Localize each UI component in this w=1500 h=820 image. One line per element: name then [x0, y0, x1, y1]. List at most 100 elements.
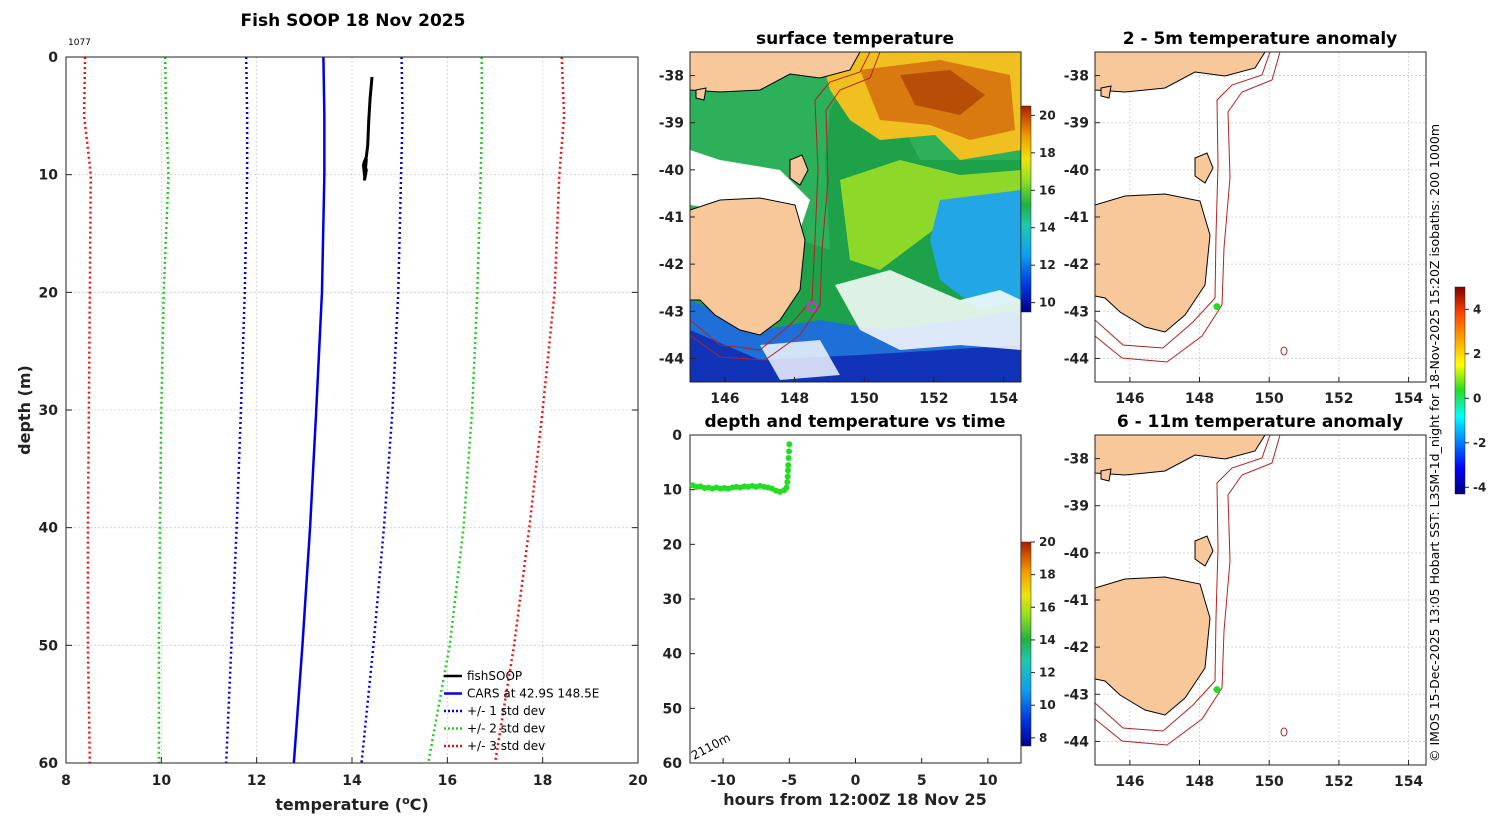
anomaly-lower-isobath-1000: [1095, 435, 1281, 746]
profile-ytick-label: 10: [39, 168, 59, 184]
map-xtick-label: 146: [710, 391, 739, 407]
time-depth-ticks: -10 -5 0 5 10 0 10 20 30 40 50 60: [663, 428, 998, 789]
time-xtick-label: -5: [782, 773, 798, 789]
map-ytick-label: -44: [659, 351, 685, 367]
map-ytick-label: -44: [1064, 734, 1090, 750]
time-depth-point: [784, 473, 791, 480]
map-xtick-label: 150: [1255, 391, 1284, 407]
map-ytick-label: -44: [1064, 351, 1090, 367]
anomaly-colorbar: [1454, 286, 1466, 495]
time-ytick-label: 40: [663, 647, 683, 663]
time-depth-point: [786, 448, 793, 455]
colorbar-tick-label: 4: [1473, 302, 1481, 316]
anomaly-lower-land-king-island: [1100, 468, 1112, 482]
anomaly-lower-station-marker: [1213, 686, 1221, 694]
profile-ytick-label: 60: [39, 756, 59, 772]
colorbar-tick-label: -2: [1473, 436, 1486, 450]
profile-xtick-label: 20: [628, 773, 648, 789]
time-depth-colorbar: [1020, 541, 1032, 747]
profile-xtick-label: 12: [247, 773, 266, 789]
profile-series-4-upper: [493, 56, 566, 764]
time-xtick-label: 0: [851, 773, 861, 789]
profile-xtick-label: 16: [438, 773, 457, 789]
anomaly-map-lower-panel: 6 - 11m temperature anomaly 146 148 150 152…: [1064, 412, 1427, 790]
colorbar-tick-label: 14: [1039, 221, 1056, 235]
colorbar-tick-label: 12: [1039, 666, 1056, 680]
legend-label-0: fishSOOP: [467, 669, 522, 683]
time-depth-bottom-depth: 2110m: [689, 730, 733, 762]
sst-land-flinders: [789, 154, 809, 186]
sst-map-title: surface temperature: [756, 29, 954, 49]
anomaly-lower-land-flinders: [1194, 535, 1214, 567]
legend-label-4: +/- 3 std dev: [467, 739, 545, 753]
anomaly-lower-ticks: 146 148 150 152 154 -38 -39 -40 -41 -42 -43 -44: [1064, 452, 1424, 790]
time-ytick-label: 0: [672, 428, 682, 444]
map-ytick-label: -39: [1064, 116, 1089, 132]
anomaly-upper-ticks: 146 148 150 152 154 -38 -39 -40 -41 -42 -43 -44: [1064, 69, 1424, 407]
time-depth-xlabel: hours from 12:00Z 18 Nov 25: [723, 790, 986, 809]
map-ytick-label: -40: [1064, 163, 1090, 179]
profile-xlabel: temperature (oC): [275, 794, 428, 814]
map-xtick-label: 152: [919, 391, 948, 407]
anomaly-upper-isobath-1000: [1095, 52, 1281, 363]
time-depth-points: [689, 441, 793, 495]
colorbar-tick-label: 18: [1039, 146, 1056, 160]
sst-land-king-island: [695, 87, 707, 101]
anomaly-upper-station-marker: [1213, 303, 1221, 311]
sst-station-marker: [806, 301, 818, 313]
profile-panel: Fish SOOP 18 Nov 2025 1077 8 10 12 14 16 18 20…: [15, 11, 648, 814]
sst-map-field: [690, 52, 1021, 382]
map-xtick-label: 152: [1324, 774, 1353, 790]
anomaly-upper-seamount: [1280, 346, 1288, 356]
map-xtick-label: 154: [1394, 391, 1423, 407]
sst-colorbar-ticks: 10 12 14 16 18 20: [1031, 108, 1056, 310]
anomaly-upper-isobath-200: [1095, 52, 1271, 349]
profile-ytick-label: 30: [39, 403, 59, 419]
map-ytick-label: -38: [1064, 452, 1089, 468]
anomaly-lower-seamount: [1280, 727, 1288, 737]
side-caption: © IMOS 15-Dec-2025 13:05 Hobart SST: L3S…: [1427, 124, 1442, 762]
time-depth-point: [784, 467, 791, 474]
map-ytick-label: -42: [1064, 257, 1089, 273]
colorbar-tick-label: 20: [1039, 108, 1056, 122]
colorbar-tick-label: 18: [1039, 568, 1056, 582]
map-xtick-label: 150: [850, 391, 879, 407]
anomaly-lower-isobath-200: [1095, 435, 1271, 732]
map-ytick-label: -42: [1064, 640, 1089, 656]
profile-series: [82, 56, 566, 764]
profile-corner-label: 1077: [68, 38, 91, 48]
sst-colorbar: [1020, 105, 1032, 313]
profile-grid: [65, 56, 639, 764]
sst-southern-deep-blue: [690, 330, 1021, 382]
colorbar-tick-label: -4: [1473, 480, 1486, 494]
profile-legend: fishSOOP CARS at 42.9S 148.5E +/- 1 std de…: [444, 669, 599, 753]
profile-ticks: 8 10 12 14 16 18 20 0 10 20 30 40 50 60: [39, 50, 648, 789]
map-xtick-label: 154: [1394, 774, 1423, 790]
profile-ytick-label: 50: [39, 638, 59, 654]
sst-map-panel: surface temperature 146 148 150 152 154 -38 -3…: [659, 29, 1056, 407]
colorbar-tick-label: 8: [1039, 731, 1047, 745]
map-xtick-label: 152: [1324, 391, 1353, 407]
time-xtick-label: 10: [978, 773, 998, 789]
time-depth-panel: depth and temperature vs time -10 -5 0 5 10 0…: [663, 412, 1056, 809]
colorbar-tick-label: 0: [1473, 391, 1481, 405]
time-xtick-label: -10: [710, 773, 736, 789]
anomaly-upper-land-flinders: [1194, 152, 1214, 184]
profile-ylabel: depth (m): [15, 365, 34, 455]
colorbar-tick-label: 12: [1039, 258, 1056, 272]
anomaly-colorbar-ticks: 4 2 0 -2 -4: [1465, 302, 1486, 494]
sst-map-ticks: 146 148 150 152 154 -38 -39 -40 -41 -42 -43 -44: [659, 69, 1019, 407]
time-depth-axes-box: [689, 434, 1022, 764]
map-xtick-label: 148: [780, 391, 809, 407]
map-ytick-label: -43: [1064, 304, 1089, 320]
legend-label-3: +/- 2 std dev: [467, 722, 545, 736]
profile-ytick-label: 20: [39, 285, 59, 301]
map-ytick-label: -41: [659, 210, 684, 226]
anomaly-upper-field: [1095, 52, 1426, 382]
map-ytick-label: -41: [1064, 593, 1089, 609]
anomaly-upper-land-tasmania: [1095, 193, 1211, 333]
time-ytick-label: 20: [663, 537, 683, 553]
profile-ytick-label: 40: [39, 521, 59, 537]
profile-series-1-lower: [292, 56, 326, 764]
